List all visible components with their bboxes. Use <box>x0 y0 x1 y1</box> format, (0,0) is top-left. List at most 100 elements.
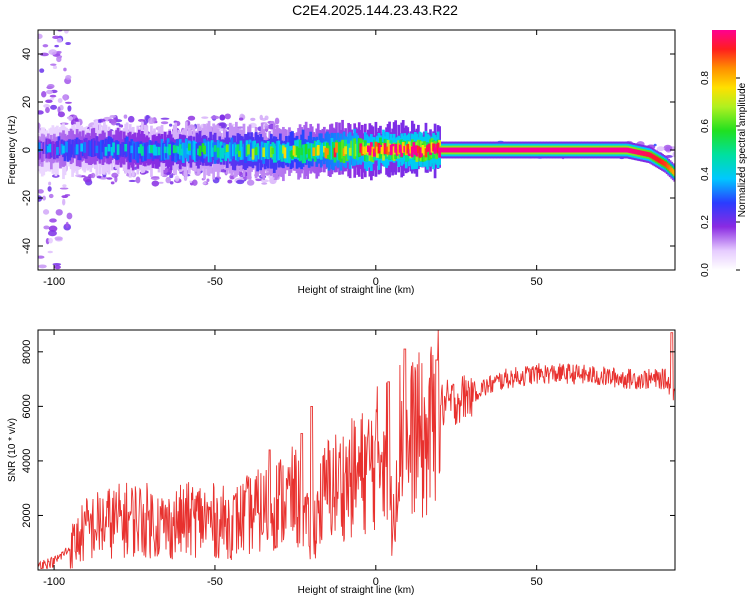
spectrogram-noise-cell <box>653 143 657 147</box>
spectrogram-ridge-cell <box>471 147 475 153</box>
spectrogram-ridge-cell <box>197 148 200 156</box>
spectrogram-ridge-cell <box>518 147 522 153</box>
spectrogram-noise-cell <box>672 151 675 158</box>
spectrogram-ridge-cell <box>66 140 70 162</box>
spectrogram-noise-cell <box>45 99 53 104</box>
spectrogram-ridge-cell <box>236 144 240 152</box>
spectrogram-noise-cell <box>160 121 169 125</box>
spectrogram-ridge-cell <box>553 147 557 153</box>
spectrogram-noise-cell <box>61 195 69 199</box>
spectrogram-ridge-cell <box>377 142 381 154</box>
spectrogram-noise-cell <box>63 67 67 72</box>
spectrogram-ridge-cell <box>43 141 47 154</box>
spectrogram-ridge-cell <box>93 140 97 157</box>
spectrogram-ridge-cell <box>464 147 467 153</box>
spectrogram-ridge-cell <box>439 147 443 153</box>
spectrogram-ridge-cell <box>235 147 238 155</box>
spectrogram-noise-cell <box>38 195 43 202</box>
spectrogram-ridge-cell <box>498 147 502 153</box>
spectrogram-ridge-cell <box>228 142 232 162</box>
spectrogram-ridge-cell <box>324 147 328 159</box>
spectrogram-ridge-cell <box>376 146 379 158</box>
spectrogram-ridge-cell <box>476 147 479 153</box>
spectrogram-ridge-cell <box>617 147 620 153</box>
spectrogram-ridge-cell <box>342 148 346 157</box>
spectrogram-ridge-cell <box>517 147 520 153</box>
spectrogram-ridge-cell <box>236 145 240 162</box>
spectrogram-ridge-cell <box>279 144 282 159</box>
spectrogram-ridge-cell <box>224 145 228 162</box>
spectrogram-ridge-cell <box>206 140 209 155</box>
spectrogram-ridge-cell <box>488 147 492 153</box>
spectrogram-ridge-cell <box>104 138 108 153</box>
snr-y-tick-label: 2000 <box>21 503 33 527</box>
spectrogram-ridge-cell <box>633 149 637 155</box>
spectrogram-noise-cell <box>187 115 196 121</box>
spectrogram-ridge-cell <box>568 147 572 153</box>
spectrogram-ridge-cell <box>671 169 675 175</box>
spectrogram-ridge-cell <box>124 144 128 152</box>
spectrogram-noise-cell <box>56 37 63 43</box>
spectrogram-ridge-cell <box>118 144 121 158</box>
spectrogram-ridge-cell <box>207 141 211 163</box>
spectrogram-ridge-cell <box>347 143 350 160</box>
spectrogram-ridge-cell <box>103 143 106 157</box>
spectrogram-ticks: -100 -50 0 50 -40 -20 0 20 40 <box>21 30 675 288</box>
spectrogram-ridge-cell <box>247 144 250 155</box>
spectrogram-ridge-cell <box>194 141 197 162</box>
spectrogram-ridge-cell <box>667 164 670 170</box>
spectrogram-ridge-cell <box>127 141 131 161</box>
spectrogram-x-tick-label: -100 <box>43 276 65 288</box>
spectrogram-ridge-cell <box>145 142 149 157</box>
spectrogram-noise-cell <box>54 236 63 241</box>
spectrogram-ridge-cell <box>263 142 267 159</box>
spectrogram-ridge-cell <box>92 138 96 157</box>
spectrogram-ridge-cell <box>650 153 654 159</box>
spectrogram-ridge-cell <box>134 142 138 161</box>
spectrogram-ridge-cell <box>359 143 363 153</box>
spectrogram-noise-cell <box>169 174 174 179</box>
spectrogram-ridge-cell <box>620 147 623 153</box>
spectrogram-ridge-cell <box>526 147 529 153</box>
colorbar: 0.0 0.2 0.4 0.6 0.8 Normalized spectral ampl… <box>700 30 748 277</box>
spectrogram-ridge-cell <box>595 147 599 153</box>
spectrogram-noise-cell <box>261 182 268 185</box>
spectrogram-noise-cell <box>238 117 244 121</box>
spectrogram-ridge-cell <box>69 144 73 158</box>
spectrogram-noise-cell <box>50 63 57 66</box>
spectrogram-ridge-cell <box>175 145 179 153</box>
spectrogram-ridge-cell <box>84 137 88 159</box>
spectrogram-ridge-cell <box>297 147 300 158</box>
spectrogram-ridge-cell <box>368 146 372 156</box>
spectrogram-ridge-cell <box>426 145 429 152</box>
spectrogram-ridge-cell <box>115 140 118 161</box>
spectrogram-ridge-cell <box>558 147 561 153</box>
spectrogram-ridge-cell <box>230 137 234 159</box>
spectrogram-ridge-cell <box>131 141 135 160</box>
spectrogram-ridge-cell <box>74 146 77 155</box>
spectrogram-ridge-cell <box>670 167 674 173</box>
spectrogram-ridge-cell <box>639 150 643 156</box>
spectrogram-noise-cell <box>43 104 51 108</box>
spectrogram-ridge-cell <box>163 146 167 154</box>
spectrogram-ridge-cell <box>504 147 508 153</box>
spectrogram-noise-cell <box>260 179 270 183</box>
spectrogram-ridge-cell <box>150 145 153 153</box>
spectrogram-ridge-cell <box>524 147 528 153</box>
spectrogram-ridge-cell <box>357 138 361 158</box>
spectrogram-ridge-cell <box>415 145 419 157</box>
spectrogram-noise-cell <box>242 176 249 180</box>
spectrogram-ridge-cell <box>54 141 58 155</box>
spectrogram-ridge-cell <box>374 141 378 153</box>
spectrogram-ridge-cell <box>360 146 364 156</box>
spectrogram-ridge-cell <box>646 151 649 157</box>
spectrogram-ridge-cell <box>219 148 223 158</box>
spectrogram-ridge-cell <box>389 144 393 156</box>
spectrogram-noise-cell <box>165 176 171 184</box>
spectrogram-ridge-cell <box>121 142 124 157</box>
spectrogram-ridge-cell <box>341 139 344 159</box>
spectrogram-ridge-cell <box>280 145 284 162</box>
spectrogram-ridge-cell <box>555 147 558 153</box>
spectrogram-ridge-cell <box>174 146 178 153</box>
spectrogram-ridge-cell <box>259 146 263 160</box>
